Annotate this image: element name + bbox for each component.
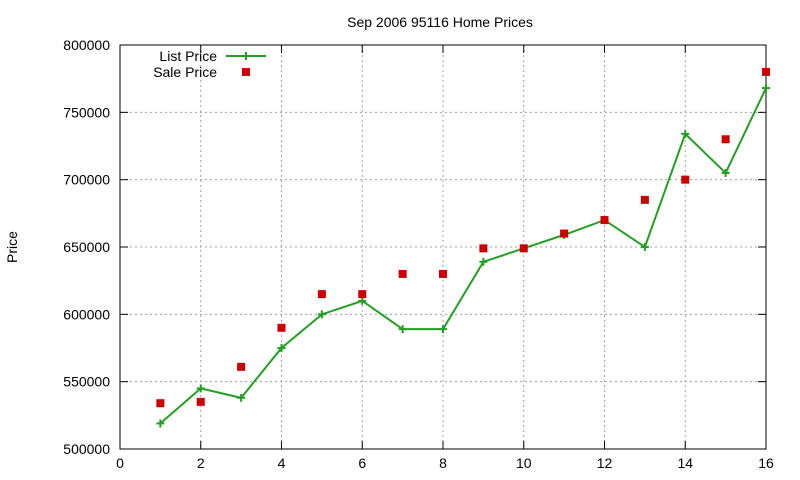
data-point xyxy=(398,269,407,278)
data-point xyxy=(439,269,447,278)
data-point xyxy=(721,135,730,144)
data-point xyxy=(681,175,690,184)
series-layer xyxy=(156,67,770,428)
x-tick-label: 14 xyxy=(677,455,693,471)
data-point xyxy=(196,384,205,393)
data-point xyxy=(479,257,488,266)
data-point xyxy=(681,129,690,138)
y-axis: 500000 550000 600000 650000 700000 750000 8000… xyxy=(63,37,766,457)
data-point xyxy=(237,362,246,371)
y-axis-label: Price xyxy=(4,231,20,263)
data-point xyxy=(317,310,326,319)
legend-label: Sale Price xyxy=(153,64,217,80)
data-point xyxy=(358,296,367,305)
data-point xyxy=(237,393,246,402)
data-point xyxy=(358,290,367,299)
data-point xyxy=(600,216,609,225)
x-tick-label: 16 xyxy=(758,455,774,471)
data-point xyxy=(721,168,730,177)
legend-swatch-marker xyxy=(242,52,250,60)
data-point xyxy=(479,244,488,253)
y-tick-label: 500000 xyxy=(63,441,110,457)
y-tick-label: 550000 xyxy=(63,374,110,390)
x-tick-label: 4 xyxy=(278,455,286,471)
data-point xyxy=(398,325,407,334)
data-point xyxy=(640,195,649,204)
x-tick-label: 2 xyxy=(197,455,205,471)
y-tick-label: 600000 xyxy=(63,306,110,322)
x-tick-label: 0 xyxy=(116,455,124,471)
y-tick-label: 800000 xyxy=(63,37,110,53)
data-point xyxy=(156,419,165,428)
series-list-price xyxy=(156,84,770,428)
data-point xyxy=(762,67,770,76)
data-point xyxy=(196,397,205,406)
data-point xyxy=(640,243,649,251)
legend-swatch-marker xyxy=(242,68,250,76)
data-point xyxy=(277,344,286,352)
data-point xyxy=(762,84,770,93)
x-tick-label: 6 xyxy=(358,455,366,471)
y-tick-label: 700000 xyxy=(63,172,110,188)
x-tick-label: 10 xyxy=(516,455,532,471)
grid xyxy=(120,45,766,449)
x-axis: 0 2 4 6 8 10 12 14 16 xyxy=(116,45,774,471)
series-line xyxy=(159,87,767,425)
x-tick-label: 8 xyxy=(439,455,447,471)
data-point xyxy=(156,399,165,408)
y-tick-label: 650000 xyxy=(63,239,110,255)
y-tick-label: 750000 xyxy=(63,104,110,120)
data-point xyxy=(439,325,447,334)
data-point xyxy=(519,244,528,253)
data-point xyxy=(560,229,569,238)
data-point xyxy=(277,323,286,332)
legend-label: List Price xyxy=(159,48,217,64)
data-point xyxy=(317,290,326,299)
chart-title: Sep 2006 95116 Home Prices xyxy=(347,14,533,30)
x-tick-label: 12 xyxy=(597,455,613,471)
series-sale-price xyxy=(156,67,770,408)
